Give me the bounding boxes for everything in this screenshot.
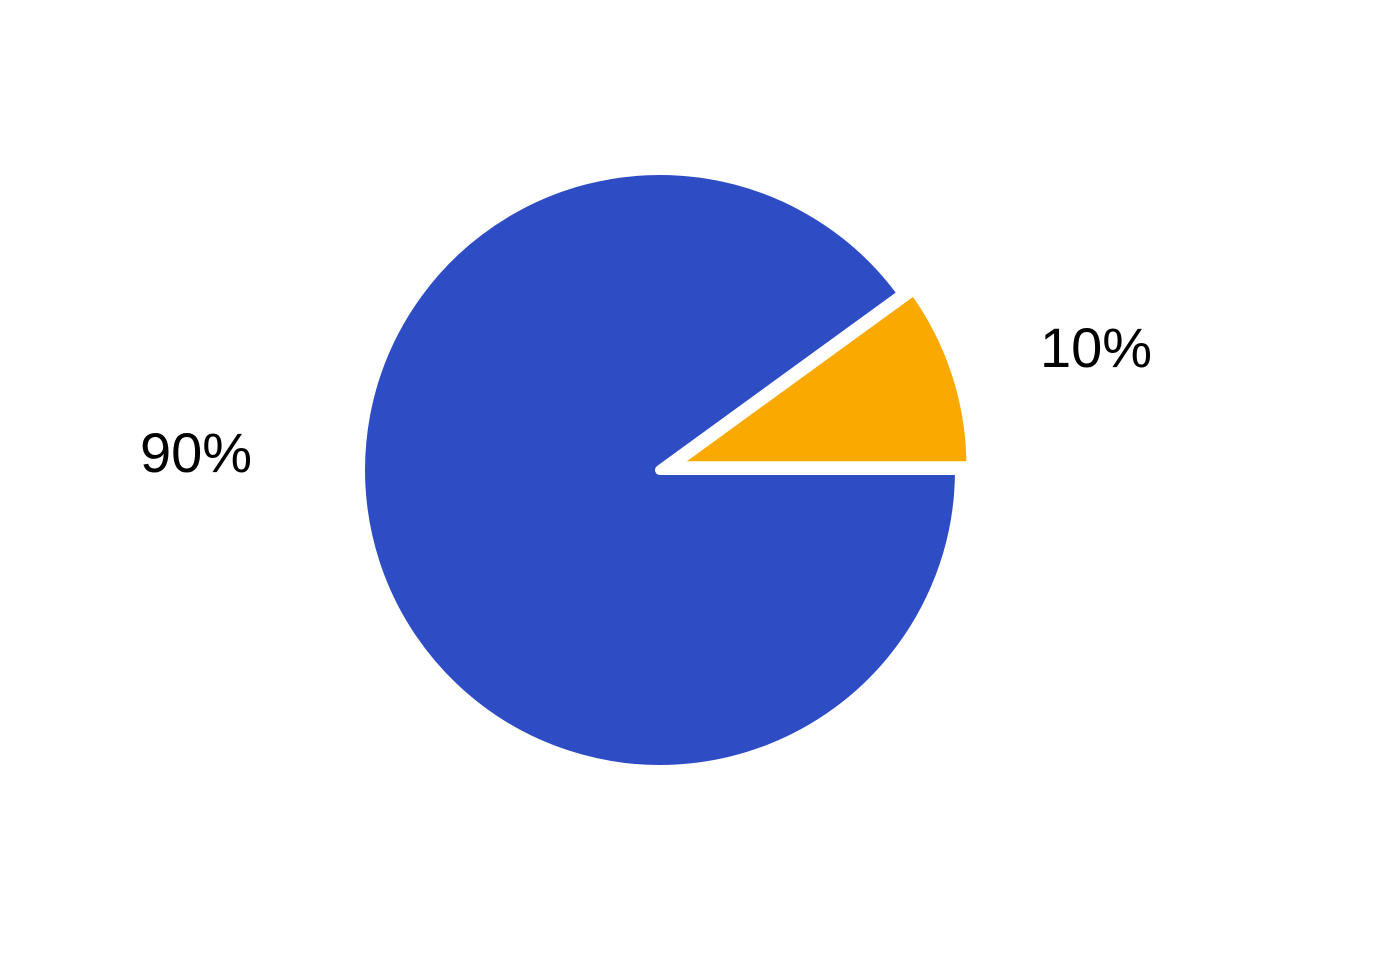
pie-chart-svg [0,0,1400,980]
pie-chart-container: 90% 10% [0,0,1400,980]
slice-label-90: 90% [140,420,252,485]
slice-label-10: 10% [1040,315,1152,380]
